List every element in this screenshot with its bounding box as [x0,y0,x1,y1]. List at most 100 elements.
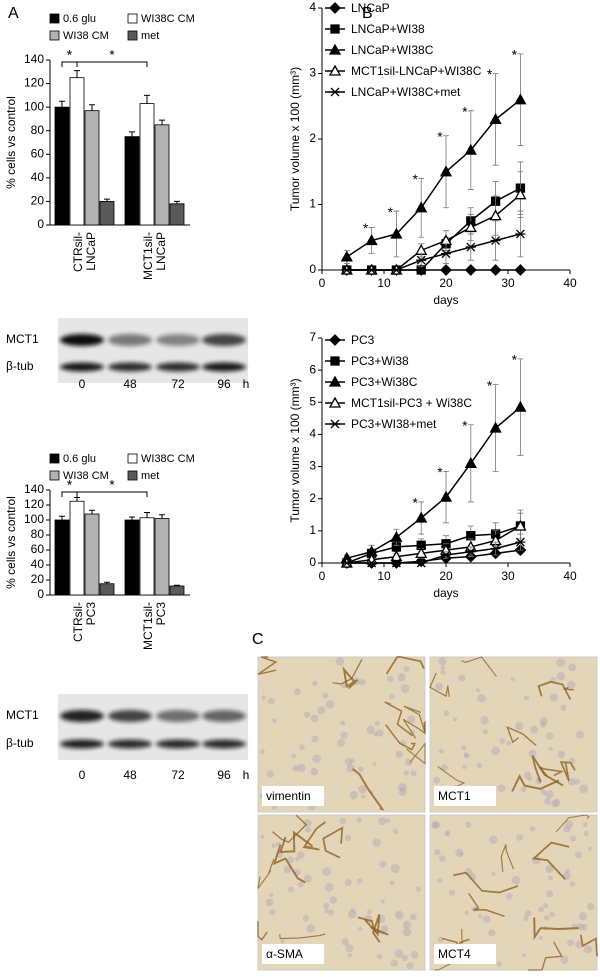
cell-nucleus [310,714,319,723]
stain-fiber [279,933,326,940]
micrograph-label-box [434,944,496,964]
micrograph-label-box [262,786,324,806]
cell-nucleus [567,777,576,786]
panel-label: C [252,631,264,648]
cell-nucleus [339,817,347,825]
cell-nucleus [569,881,576,887]
y-tick-label: 4 [309,427,316,441]
bar [154,518,170,596]
cell-nucleus [523,915,529,921]
blot-band [60,334,104,346]
legend-label: LNCaP+WI38C+met [351,85,461,99]
blot-lane-label: 0 [79,377,86,391]
point [390,227,403,239]
point [415,244,428,255]
significance-label: * [437,464,443,480]
panel-label: A [8,5,19,22]
point [416,265,426,275]
blot-band [108,362,152,372]
cell-nucleus [292,764,299,772]
point [439,165,453,177]
stain-fiber [272,844,306,884]
y-tick-label: 1 [309,523,316,537]
y-tick-label: 0 [309,555,316,569]
cell-nucleus [587,903,595,911]
cell-nucleus [452,717,458,722]
blot-band [60,710,104,722]
significance-label: * [109,47,115,63]
significance-bracket [76,491,148,497]
stain-fiber [302,821,326,851]
blot-row-label: β-tub [6,359,34,373]
blot-band [108,739,152,749]
cell-nucleus [560,955,569,964]
panel-label: B [362,5,373,22]
cell-nucleus [578,912,587,921]
stain-fiber [352,768,385,811]
point [390,550,403,562]
y-tick-label: 40 [31,557,45,571]
cell-nucleus [406,962,414,970]
cell-nucleus [545,864,554,874]
cell-nucleus [440,665,445,670]
stain-fiber [563,686,574,691]
cell-nucleus [505,892,513,900]
cell-nucleus [400,684,410,694]
cell-nucleus [376,729,384,737]
y-tick-label: 4 [309,0,316,14]
y-tick-label: 5 [309,394,316,408]
cell-nucleus [345,944,354,953]
blot-band [156,362,200,372]
point [366,558,377,568]
stain-fiber [279,830,314,853]
point [489,421,502,433]
significance-label: * [487,66,493,82]
cell-nucleus [465,821,472,828]
blot-lane-label: 48 [123,377,137,391]
significance-label: * [412,495,418,511]
cell-nucleus [356,878,363,884]
legend-label: 0.6 glu [63,13,96,25]
blot-band [202,362,246,372]
cell-nucleus [567,939,575,947]
cell-nucleus [287,856,295,864]
cell-nucleus [480,715,489,725]
error-bar [74,70,80,78]
cell-nucleus [464,868,473,877]
point [514,264,527,276]
x-tick-label: CTRsil-LNCaP [71,232,98,272]
stain-fiber [332,659,363,685]
point [416,255,427,265]
cell-nucleus [461,764,467,770]
cell-nucleus [287,886,295,893]
cell-nucleus [372,761,377,766]
cell-nucleus [444,830,451,837]
cell-nucleus [403,770,410,776]
point [490,236,501,245]
micrograph-label: α-SMA [266,947,303,961]
cell-nucleus [567,680,576,690]
cell-nucleus [546,732,554,740]
point [340,250,353,262]
x-tick-label: MCT1sil-LNCaP [141,232,168,280]
blot-band [202,710,246,722]
micrograph-label: vimentin [266,789,311,803]
cell-nucleus [349,758,355,764]
cell-nucleus [440,764,449,772]
cell-nucleus [528,749,537,758]
cell-nucleus [356,817,363,823]
bar [124,519,140,596]
legend-label: LNCaP+WI38 [351,22,425,36]
legend-swatch [127,453,138,464]
cell-nucleus [389,880,395,886]
cell-nucleus [297,881,304,888]
y-tick-label: 20 [31,194,45,208]
point [490,544,501,553]
cell-nucleus [568,663,577,672]
cell-nucleus [538,906,545,913]
significance-bracket [61,61,78,67]
legend-swatch [127,30,138,41]
significance-label: * [512,47,518,63]
